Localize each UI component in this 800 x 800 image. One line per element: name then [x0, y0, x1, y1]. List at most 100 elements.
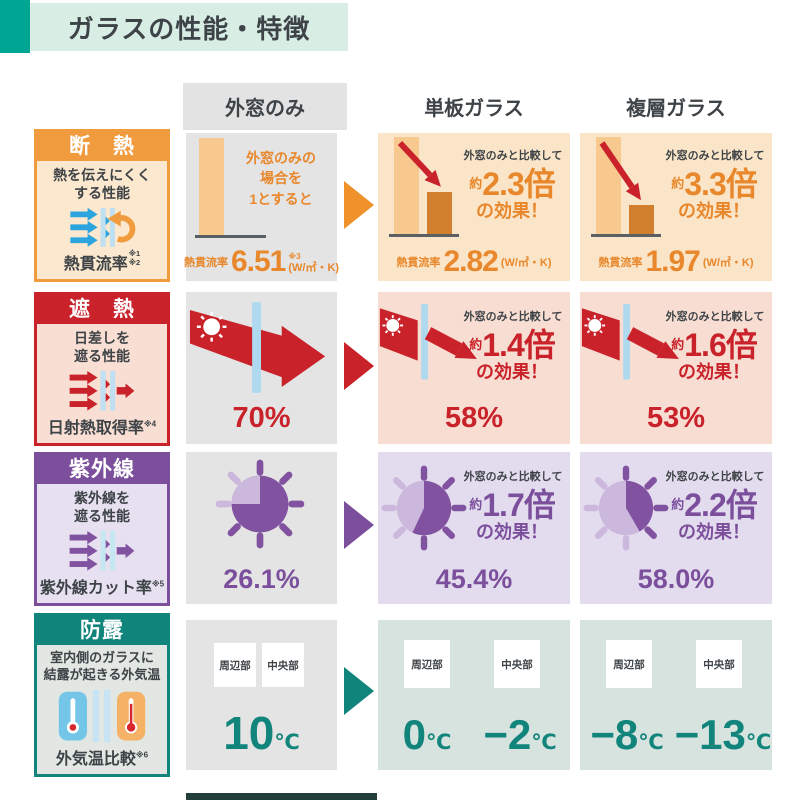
uv-cut-value: 58.0% — [637, 564, 715, 594]
desc-line1: 紫外線を — [74, 490, 130, 506]
compare-caption: 外窓のみと比較して — [665, 311, 765, 323]
u-value-row: 熱貫流率 1.97 (W/㎡・K) — [580, 244, 772, 278]
factor-value: 約1.7倍 — [456, 480, 568, 526]
uv-cut-value: 45.4% — [435, 564, 513, 594]
approx-label: 約 — [671, 497, 685, 512]
title-accent-square — [0, 0, 30, 53]
u-value: 6.51 — [230, 244, 286, 278]
factor-number: 2.3倍 — [482, 166, 555, 202]
effect-label: の効果！ — [678, 201, 750, 221]
row-title-condensation: 防露 — [37, 616, 167, 645]
metric-text: 熱貫流率 — [63, 256, 128, 273]
factor-number: 1.7倍 — [482, 487, 555, 523]
u-value: 2.82 — [443, 244, 498, 278]
footnote-4: ※4 — [143, 419, 157, 429]
desc-line1: 熱を伝えにくく — [53, 167, 151, 183]
temp-value-center: −2℃ — [474, 714, 566, 756]
sun-heat-arrow-icon — [189, 302, 326, 393]
factor-value: 約2.3倍 — [456, 159, 568, 205]
temp-value: 10℃ — [186, 710, 337, 756]
temp-value-center: −13℃ — [674, 714, 772, 756]
page-title: ガラスの性能・特徴 — [67, 13, 311, 44]
metric-text: 外気温比較 — [55, 751, 136, 768]
row-metric-shading: 日射熱取得率※4 — [48, 414, 156, 438]
cell-shading-single: 外窓のみと比較して 約1.4倍 の効果！ 58% — [378, 292, 570, 444]
row-description-shading: 日差しを 遮る性能 — [74, 329, 130, 365]
chart-baseline — [195, 235, 266, 238]
shading-icon — [69, 371, 135, 412]
compare-caption: 外窓のみと比較して — [463, 311, 563, 323]
row-title-insulation: 断 熱 — [37, 132, 167, 161]
approx-label: 約 — [671, 337, 685, 352]
factor-number: 2.2倍 — [684, 487, 757, 523]
cell-condensation-single: 周辺部 中央部 0℃ −2℃ — [378, 620, 570, 770]
footnote-2: ※2 — [128, 257, 141, 267]
edge-label-box: 周辺部 — [606, 640, 652, 688]
compare-caption: 外窓のみと比較して — [665, 150, 765, 162]
thermometer-icon — [58, 689, 146, 743]
bar-improved — [629, 205, 654, 234]
temp-value-edge: −8℃ — [580, 714, 674, 756]
temp-number: −8 — [590, 711, 639, 758]
cell-uv-single: 外窓のみと比較して 約1.7倍 の効果！ 45.4% — [378, 452, 570, 604]
center-label-box: 中央部 — [696, 640, 742, 688]
approx-label: 約 — [469, 497, 483, 512]
row-description-uv: 紫外線を 遮る性能 — [74, 489, 130, 525]
temp-unit: ℃ — [745, 731, 772, 754]
desc-line2: する性能 — [73, 185, 130, 202]
cell-insulation-single: 外窓のみと比較して 約2.3倍 の効果！ 熱貫流率 2.82 (W/㎡・K) — [378, 133, 570, 281]
metric-text: 日射熱取得率 — [47, 420, 144, 437]
u-value-row: 熱貫流率 6.51 ※3 (W/㎡・K) — [184, 244, 340, 278]
cell-uv-double: 外窓のみと比較して 約2.2倍 の効果！ 58.0% — [580, 452, 772, 604]
temp-unit: ℃ — [425, 731, 452, 754]
arrow-right-shading — [344, 342, 374, 390]
row-metric-uv: 紫外線カット率※5 — [40, 574, 164, 598]
shgc-value: 58% — [444, 402, 504, 434]
temp-number: 10 — [223, 707, 275, 759]
compare-caption: 外窓のみと比較して — [463, 471, 563, 483]
compare-caption: 外窓のみと比較して — [665, 471, 765, 483]
u-value-label: 熱貫流率 — [396, 257, 441, 269]
edge-label-box: 周辺部 — [214, 643, 256, 687]
row-label-insulation: 断 熱 熱を伝えにくく する性能 熱貫流率 ※1 ※2 — [34, 129, 170, 282]
effect-label: の効果！ — [678, 522, 750, 542]
arrow-right-uv — [344, 501, 374, 549]
next-section-edge — [186, 793, 377, 800]
footnote-5: ※5 — [151, 579, 165, 589]
desc-line1: 日差しを — [74, 330, 130, 346]
u-value: 1.97 — [645, 244, 700, 278]
desc-line2: 結露が起きる外気温 — [43, 666, 161, 682]
temp-value-edge: 0℃ — [382, 714, 472, 756]
center-label-box: 中央部 — [494, 640, 540, 688]
factor-value: 約3.3倍 — [658, 159, 770, 205]
decrease-arrow-icon — [397, 140, 441, 187]
chart-baseline — [389, 234, 459, 237]
approx-label: 約 — [469, 176, 483, 191]
cell-insulation-window-only: 外窓のみの 場合を 1とすると 熱貫流率 6.51 ※3 (W/㎡・K) — [184, 133, 340, 281]
footnote-3: ※3 — [288, 252, 301, 262]
caption-line1: 外窓のみの — [246, 150, 316, 166]
factor-value: 約1.6倍 — [658, 320, 770, 366]
uv-sun-pie-icon — [381, 465, 467, 551]
u-value-label: 熱貫流率 — [598, 257, 643, 269]
effect-label: の効果！ — [476, 201, 548, 221]
footnote-6: ※6 — [135, 750, 149, 760]
temp-unit: ℃ — [274, 731, 300, 754]
bar-reference — [199, 138, 224, 235]
effect-label: の効果！ — [476, 522, 548, 542]
decrease-arrow-icon — [599, 141, 641, 201]
caption-line3: 1とすると — [249, 190, 313, 207]
u-value-unit: (W/㎡・K) — [288, 261, 340, 274]
factor-number: 3.3倍 — [684, 166, 757, 202]
row-metric-condensation: 外気温比較※6 — [56, 745, 148, 769]
shgc-value: 70% — [232, 402, 291, 434]
shgc-value: 53% — [646, 402, 706, 434]
cell-shading-window-only: 70% — [186, 292, 337, 444]
arrow-right-insulation — [344, 181, 374, 229]
row-label-uv: 紫外線 紫外線を 遮る性能 紫外線カット率※5 — [34, 452, 170, 606]
u-value-unit: (W/㎡・K) — [500, 257, 552, 269]
baseline-caption: 外窓のみの 場合を 1とすると — [230, 148, 332, 209]
temp-number: −2 — [483, 711, 532, 758]
arrow-right-condensation — [344, 667, 374, 715]
